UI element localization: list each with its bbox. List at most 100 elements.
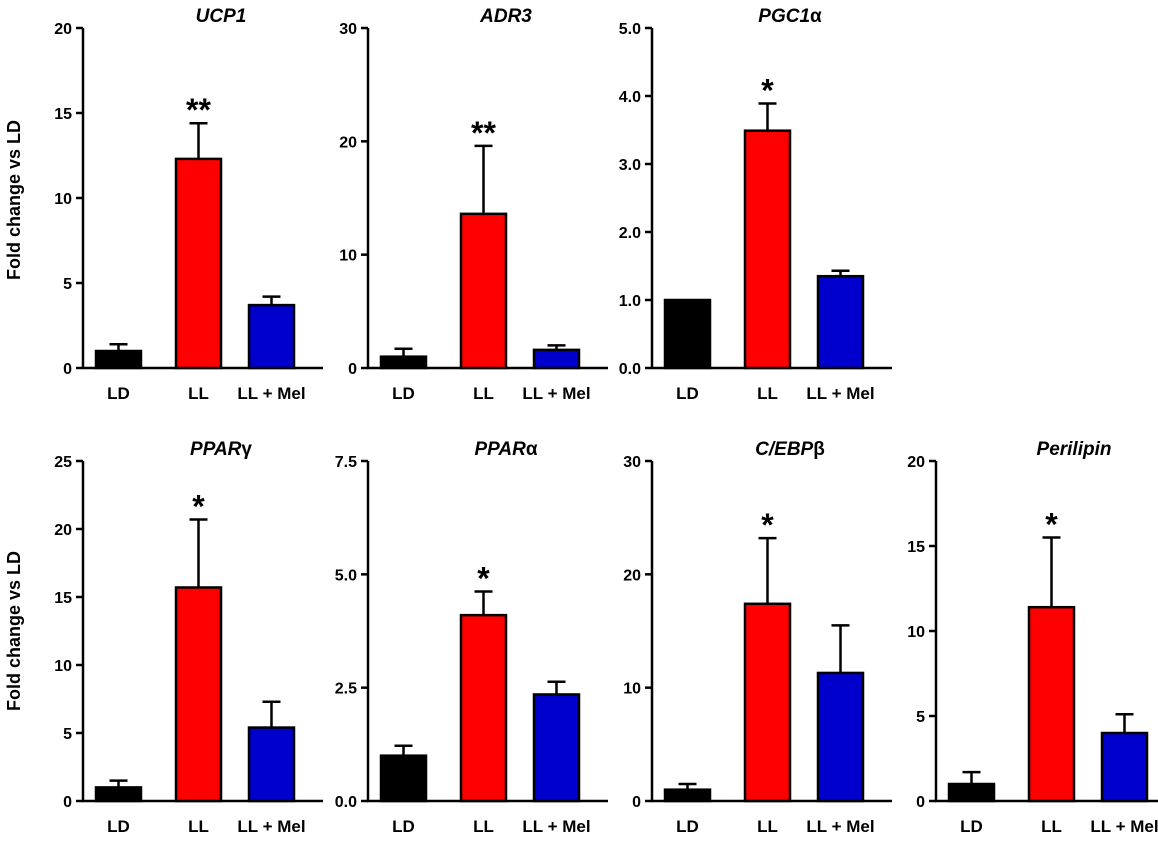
bar-ll — [743, 602, 792, 803]
bar-ld — [663, 298, 712, 370]
category-label: LL + Mel — [806, 384, 874, 403]
bar-ll-mel — [816, 274, 865, 370]
bar-ll-mel — [532, 693, 581, 803]
panel-title: ADR3 — [479, 6, 532, 27]
significance-marker: * — [192, 488, 205, 524]
category-label: LD — [676, 817, 699, 836]
y-tick-label: 5 — [63, 726, 72, 743]
category-label: LL — [757, 817, 778, 836]
category-label: LD — [107, 384, 130, 403]
y-tick-label: 5 — [916, 709, 925, 726]
y-axis-label-bottom-row: Fold change vs LD — [4, 551, 24, 711]
y-tick-label: 0 — [632, 794, 641, 811]
y-tick-label: 10 — [54, 658, 72, 675]
panel-title: C/EBPβ — [755, 439, 825, 460]
y-tick-label: 0 — [63, 794, 72, 811]
bar-ll-mel — [247, 303, 296, 370]
panel-title: Perilipin — [1037, 439, 1112, 460]
y-tick-label: 7.5 — [335, 454, 357, 471]
category-label: LD — [960, 817, 983, 836]
bar-ll — [459, 212, 508, 370]
significance-marker: * — [477, 561, 490, 597]
panel-title-greek: β — [813, 439, 825, 460]
y-axis-label-top-row: Fold change vs LD — [4, 120, 24, 280]
panel-title-text: UCP1 — [196, 6, 247, 27]
y-tick-label: 0 — [348, 361, 357, 378]
bar-ll-mel — [532, 348, 581, 370]
category-label: LL + Mel — [522, 384, 590, 403]
y-tick-label: 20 — [54, 522, 72, 539]
panel-1: 0 10 20 30 ADR3 LD ** LL LL + Mel — [339, 6, 608, 403]
y-tick-label: 30 — [339, 21, 357, 38]
bar-ld — [379, 754, 428, 803]
category-label: LL + Mel — [1090, 817, 1158, 836]
category-label: LL — [757, 384, 778, 403]
category-label: LD — [676, 384, 699, 403]
bar-ll — [174, 586, 223, 803]
bar-ll-mel — [247, 726, 296, 803]
y-tick-label: 15 — [54, 590, 72, 607]
category-label: LL — [1041, 817, 1062, 836]
category-label: LL + Mel — [806, 817, 874, 836]
panel-title: UCP1 — [196, 6, 247, 27]
bar-ll-mel — [816, 671, 865, 803]
significance-marker: * — [761, 507, 774, 543]
bar-ll — [459, 613, 508, 803]
bar-ld — [947, 782, 996, 803]
category-label: LL — [188, 817, 209, 836]
category-label: LL + Mel — [522, 817, 590, 836]
y-tick-label: 0 — [63, 361, 72, 378]
panel-title: PPARα — [474, 439, 537, 460]
panel-title-greek: α — [810, 6, 822, 27]
panel-title: PPARγ — [190, 439, 252, 460]
y-tick-label: 25 — [54, 454, 72, 471]
significance-marker: ** — [186, 92, 211, 128]
y-tick-label: 0.0 — [619, 361, 641, 378]
y-tick-label: 15 — [907, 539, 925, 556]
y-tick-label: 10 — [907, 624, 925, 641]
panel-5: 0 10 20 30 C/EBPβ LD * LL LL + Mel — [623, 439, 892, 836]
bar-ld — [94, 786, 143, 803]
category-label: LL — [188, 384, 209, 403]
bar-ld — [379, 355, 428, 370]
category-label: LD — [392, 817, 415, 836]
y-tick-label: 4.0 — [619, 89, 641, 106]
y-tick-label: 15 — [54, 106, 72, 123]
category-label: LD — [392, 384, 415, 403]
y-tick-label: 5 — [63, 276, 72, 293]
y-tick-label: 1.0 — [619, 293, 641, 310]
panel-title-text: C/EBP — [755, 439, 813, 460]
panel-6: 0 5 10 15 20 Perilipin LD * LL LL + Mel — [907, 439, 1158, 836]
y-tick-label: 20 — [907, 454, 925, 471]
significance-marker: ** — [471, 115, 496, 151]
y-tick-label: 2.5 — [335, 681, 357, 698]
bar-ld — [94, 349, 143, 370]
panel-title-text: ADR3 — [479, 6, 532, 27]
y-tick-label: 20 — [54, 21, 72, 38]
y-tick-label: 10 — [623, 681, 641, 698]
bar-ll — [743, 129, 792, 370]
panel-title: PGC1α — [758, 6, 822, 27]
bar-ll-mel — [1100, 731, 1149, 803]
panel-title-text: Perilipin — [1037, 439, 1112, 460]
bar-ld — [663, 788, 712, 803]
bar-ll — [174, 157, 223, 370]
panel-title-greek: α — [526, 439, 538, 460]
y-tick-label: 10 — [339, 248, 357, 265]
panel-title-text: PGC1 — [758, 6, 810, 27]
y-tick-label: 5.0 — [619, 21, 641, 38]
y-tick-label: 20 — [623, 567, 641, 584]
y-tick-label: 5.0 — [335, 567, 357, 584]
category-label: LL + Mel — [237, 817, 305, 836]
significance-marker: * — [1045, 507, 1058, 543]
y-tick-label: 20 — [339, 134, 357, 151]
category-label: LL + Mel — [237, 384, 305, 403]
significance-marker: * — [761, 72, 774, 108]
panel-title-text: PPAR — [474, 439, 526, 460]
category-label: LD — [107, 817, 130, 836]
bar-ll — [1027, 605, 1076, 803]
y-tick-label: 10 — [54, 191, 72, 208]
y-tick-label: 2.0 — [619, 225, 641, 242]
